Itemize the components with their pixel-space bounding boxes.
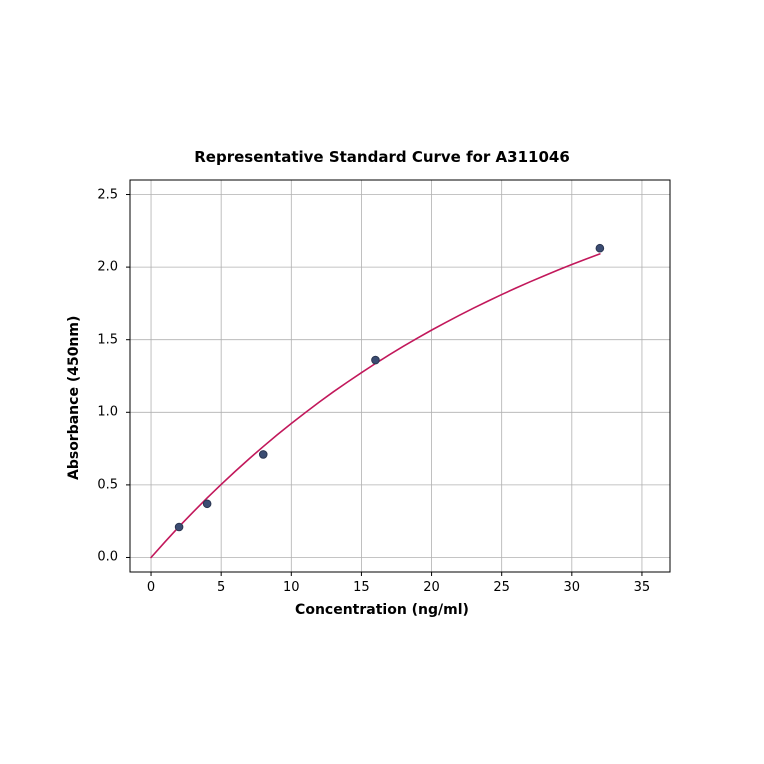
x-tick-label: 0 xyxy=(147,580,155,595)
data-point xyxy=(596,244,604,252)
data-point xyxy=(175,523,183,531)
chart-title: Representative Standard Curve for A31104… xyxy=(0,148,764,166)
x-tick-label: 30 xyxy=(564,580,581,595)
axis-spine xyxy=(130,180,670,572)
data-point xyxy=(203,500,211,508)
x-tick-label: 20 xyxy=(423,580,440,595)
x-tick-label: 35 xyxy=(634,580,651,595)
x-tick-label: 15 xyxy=(353,580,370,595)
chart-svg xyxy=(0,0,764,764)
chart-canvas: Representative Standard Curve for A31104… xyxy=(0,0,764,764)
y-tick-label: 2.5 xyxy=(88,187,118,202)
y-tick-label: 1.5 xyxy=(88,332,118,347)
y-tick-label: 1.0 xyxy=(88,405,118,420)
x-tick-label: 25 xyxy=(493,580,510,595)
y-axis-label: Absorbance (450nm) xyxy=(66,316,82,480)
data-point xyxy=(259,451,267,459)
fitted-curve xyxy=(151,254,600,558)
y-tick-label: 2.0 xyxy=(88,260,118,275)
x-tick-label: 5 xyxy=(217,580,225,595)
data-point xyxy=(372,356,380,364)
y-tick-label: 0.0 xyxy=(88,550,118,565)
x-tick-label: 10 xyxy=(283,580,300,595)
y-tick-label: 0.5 xyxy=(88,477,118,492)
x-axis-label: Concentration (ng/ml) xyxy=(0,602,764,618)
